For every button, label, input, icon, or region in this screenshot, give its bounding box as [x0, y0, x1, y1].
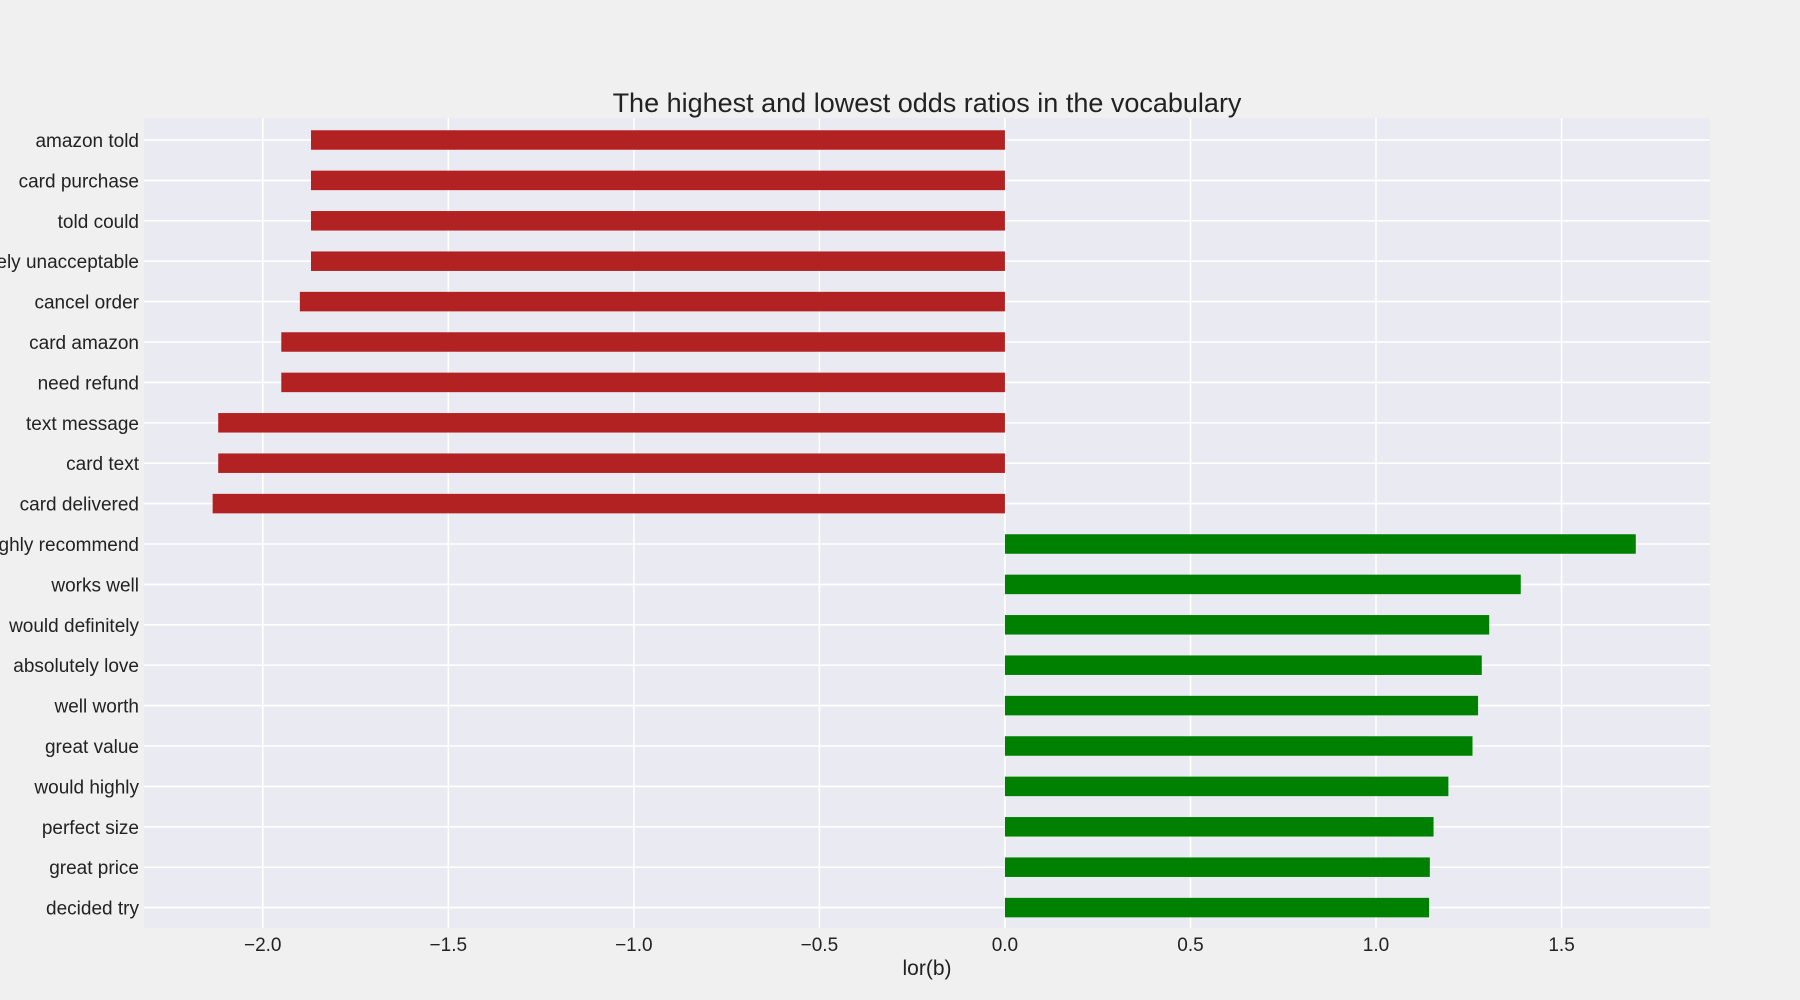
bar-amazon-told	[310, 130, 1005, 150]
bar-card-amazon	[281, 332, 1005, 352]
bar-cancel-order	[299, 291, 1005, 312]
y-tick-labels: amazon told card purchase told could comple…	[0, 131, 140, 920]
x-tick-label: 0.5	[1177, 935, 1203, 956]
y-tick-label: decided try	[46, 899, 139, 920]
y-tick-label: great price	[49, 858, 139, 879]
y-tick-label: need refund	[38, 373, 139, 394]
x-tick-labels: −2.0 −1.5 −1.0 −0.5 0.0 0.5 1.0 1.5	[244, 935, 1575, 956]
x-tick-label: −0.5	[801, 935, 839, 956]
y-tick-label: cancel order	[34, 293, 139, 314]
y-tick-label: card text	[66, 454, 140, 475]
x-tick-label: 1.0	[1363, 935, 1389, 956]
y-tick-label: absolutely love	[13, 656, 139, 677]
y-tick-label: card amazon	[29, 333, 139, 354]
bar-card-purchase	[310, 170, 1005, 191]
x-axis-label: lor(b)	[902, 957, 951, 980]
y-tick-label: card purchase	[19, 171, 139, 192]
x-tick-label: −1.0	[615, 935, 653, 956]
bar-need-refund	[281, 372, 1005, 393]
y-tick-label: text message	[26, 414, 139, 435]
y-tick-label: perfect size	[42, 818, 139, 839]
bar-card-delivered	[212, 493, 1005, 514]
y-tick-label: told could	[58, 212, 139, 233]
y-tick-label: would highly	[33, 777, 139, 798]
bar-highly-recommend	[1004, 534, 1636, 554]
y-tick-label: completely unacceptable	[0, 252, 139, 273]
bar-absolutely-love	[1004, 655, 1482, 675]
bar-text-message	[218, 413, 1005, 433]
bar-told-could	[310, 211, 1005, 231]
bar-would-highly	[1004, 776, 1449, 797]
y-tick-label: works well	[50, 575, 139, 596]
bar-well-worth	[1004, 695, 1479, 716]
x-tick-label: −2.0	[244, 935, 282, 956]
bar-decided-try	[1004, 897, 1430, 918]
bar-would-definitely	[1004, 615, 1490, 635]
bar-works-well	[1004, 574, 1521, 595]
bar-completely-unacceptable	[310, 251, 1005, 271]
bar-great-value	[1004, 736, 1473, 756]
y-tick-label: highly recommend	[0, 535, 139, 556]
x-tick-label: 1.5	[1548, 935, 1574, 956]
y-tick-label: card delivered	[20, 495, 139, 516]
chart-title: The highest and lowest odds ratios in th…	[613, 88, 1242, 118]
y-tick-label: great value	[45, 737, 139, 758]
y-tick-label: amazon told	[35, 131, 139, 152]
x-tick-label: −1.5	[430, 935, 468, 956]
x-tick-label: 0.0	[992, 935, 1018, 956]
y-tick-label: well worth	[54, 697, 139, 718]
bar-great-price	[1004, 857, 1430, 877]
bars	[212, 130, 1636, 918]
bar-perfect-size	[1004, 817, 1434, 837]
plot-area	[144, 118, 1710, 928]
y-tick-label: would definitely	[8, 616, 139, 637]
bar-card-text	[218, 453, 1005, 473]
